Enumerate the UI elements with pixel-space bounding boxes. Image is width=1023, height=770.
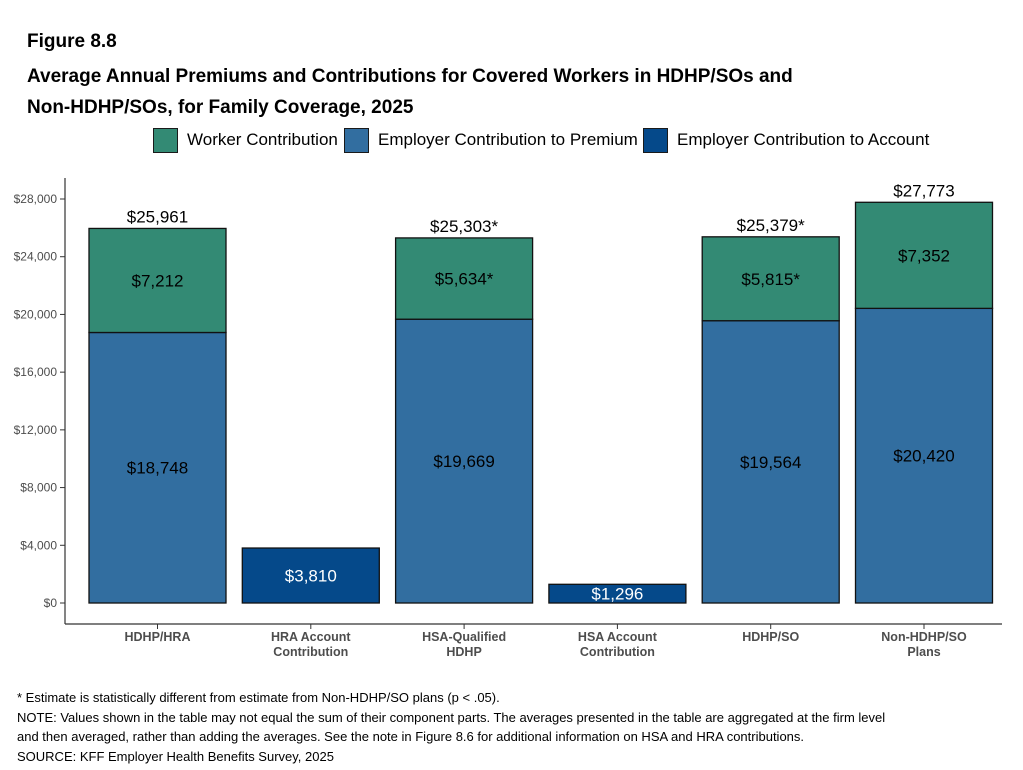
- bar-segment-employer-account: [241, 547, 380, 604]
- total-label: $25,961: [127, 207, 188, 226]
- y-tick-label: $24,000: [14, 250, 58, 264]
- bar-segment-employer-premium: [394, 318, 534, 604]
- legend-swatch-employer-account: [643, 127, 668, 153]
- legend-swatch-employer-premium: [344, 127, 369, 153]
- stacked-bar-chart: $0 $4,000 $8,000 $12,000 $16,000 $20,000 $24,0…: [14, 178, 1002, 659]
- legend-item-employer-premium: Employer Contribution to Premium: [344, 126, 638, 154]
- total-label: $25,379*: [737, 216, 805, 235]
- y-tick-label: $12,000: [14, 423, 58, 437]
- data-label-employer-account: $3,810: [285, 567, 337, 586]
- footnote-note-line-1: NOTE: Values shown in the table may not …: [17, 709, 886, 725]
- y-tick-label: $4,000: [20, 538, 57, 552]
- chart-title-line-1: Average Annual Premiums and Contribution…: [27, 66, 793, 87]
- total-label: $25,303*: [430, 217, 498, 236]
- legend-item-employer-account: Employer Contribution to Account: [643, 126, 929, 154]
- y-tick-label: $0: [44, 596, 58, 610]
- data-label-employer-premium: $19,669: [433, 452, 494, 471]
- total-label: $27,773: [893, 181, 954, 200]
- bar-segment-worker-contribution: [88, 227, 227, 334]
- data-label-worker-contribution: $5,634*: [435, 270, 494, 289]
- legend-label-employer-account: Employer Contribution to Account: [677, 130, 930, 149]
- legend-label-employer-premium: Employer Contribution to Premium: [378, 130, 638, 149]
- chart-title-line-2: Non-HDHP/SOs, for Family Coverage, 2025: [27, 97, 414, 118]
- x-category-label: HDHP/SO: [742, 630, 799, 644]
- footnotes: * Estimate is statistically different fr…: [17, 688, 1007, 766]
- data-label-worker-contribution: $7,352: [898, 246, 950, 265]
- data-label-employer-premium: $18,748: [127, 459, 188, 478]
- data-label-employer-premium: $20,420: [893, 447, 954, 466]
- x-category-label: HSA Account Contribution: [578, 630, 658, 659]
- x-category-label: HSA-Qualified HDHP: [422, 630, 506, 659]
- y-tick-label: $28,000: [14, 192, 58, 206]
- x-category-label: Non-HDHP/SO Plans: [881, 630, 967, 659]
- bar-segment-employer-premium: [701, 320, 840, 604]
- legend-swatch-worker: [153, 127, 178, 153]
- legend-item-worker-contribution: Worker Contribution: [153, 126, 338, 154]
- data-label-worker-contribution: $7,212: [132, 271, 184, 290]
- bar-segment-employer-premium: [854, 307, 994, 604]
- bar-segment-worker-contribution: [394, 237, 534, 320]
- footnote-source: SOURCE: KFF Employer Health Benefits Sur…: [17, 748, 334, 764]
- legend-label-worker: Worker Contribution: [187, 130, 338, 149]
- y-tick-label: $20,000: [14, 307, 58, 321]
- data-label-worker-contribution: $5,815*: [741, 270, 800, 289]
- bar-segment-employer-premium: [88, 331, 227, 604]
- y-tick-label: $8,000: [20, 481, 57, 495]
- bar-segment-worker-contribution: [854, 201, 994, 310]
- legend: Worker Contribution Employer Contributio…: [0, 126, 1023, 156]
- bar-segment-worker-contribution: [701, 236, 840, 322]
- data-label-employer-premium: $19,564: [740, 453, 801, 472]
- chart-title: Average Annual Premiums and Contribution…: [27, 61, 987, 123]
- data-label-employer-account: $1,296: [591, 585, 643, 604]
- bar-segment-employer-account: [548, 583, 687, 604]
- x-category-label: HDHP/HRA: [125, 630, 191, 644]
- figure-label: Figure 8.8: [27, 31, 117, 52]
- x-category-label: HRA Account Contribution: [271, 630, 351, 659]
- y-tick-label: $16,000: [14, 365, 58, 379]
- footnote-note-line-2: and then averaged, rather than adding th…: [17, 729, 805, 744]
- footnote-significance: * Estimate is statistically different fr…: [17, 690, 500, 705]
